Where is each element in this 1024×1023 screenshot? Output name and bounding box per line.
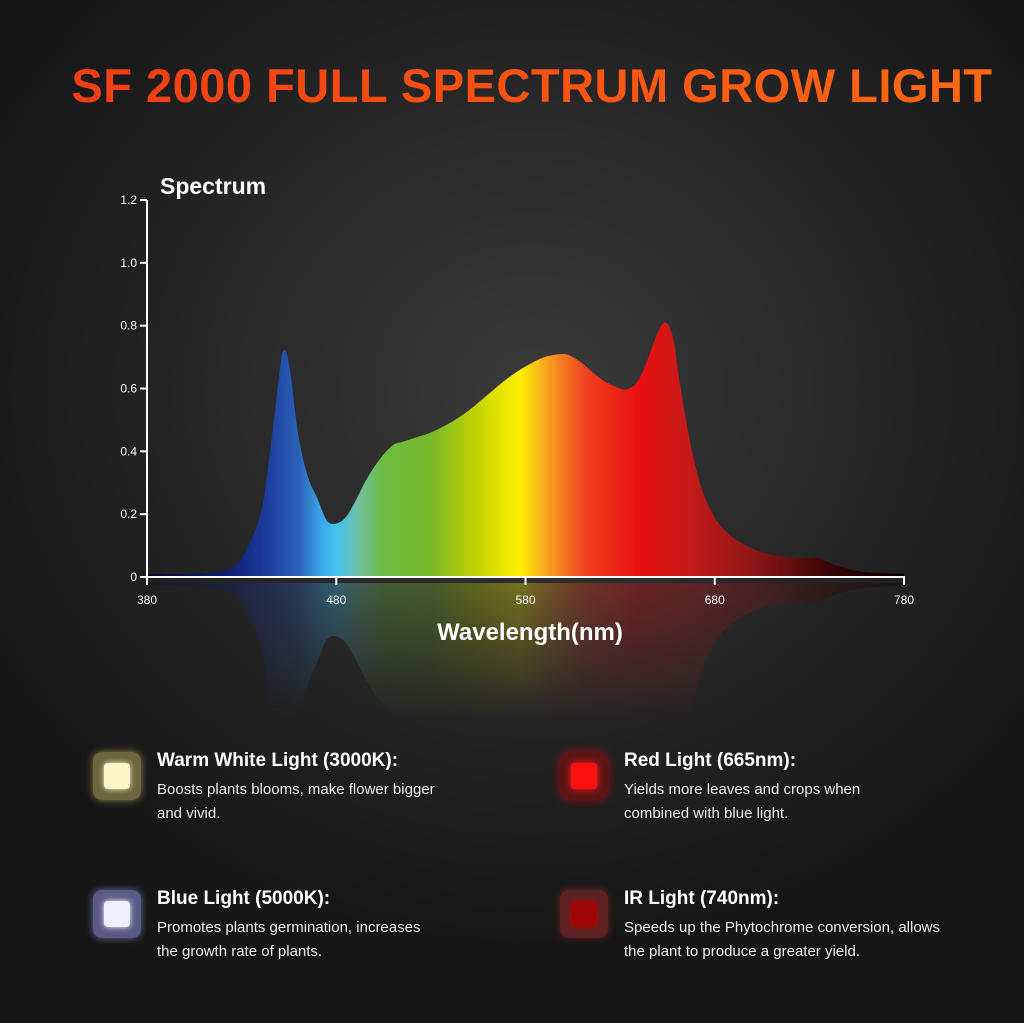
chart-title: Spectrum (160, 173, 266, 199)
y-tick-label: 1.2 (120, 193, 137, 207)
x-axis-label: Wavelength(nm) (437, 619, 623, 646)
red-led-icon (560, 752, 608, 800)
y-tick-label: 0.2 (120, 507, 137, 521)
spectrum-area (147, 322, 904, 577)
blue-led-icon (93, 890, 141, 938)
page-title: SF 2000 FULL SPECTRUM GROW LIGHT (0, 58, 1024, 113)
legend-description: Boosts plants blooms, make flower bigger… (157, 781, 435, 822)
y-tick-label: 0.4 (120, 444, 137, 458)
legend-description: Promotes plants germination, increases t… (157, 919, 421, 960)
ir-led-icon (560, 890, 608, 938)
y-tick-label: 1.0 (120, 256, 137, 270)
warm-white-led-icon (93, 752, 141, 800)
y-tick-label: 0 (130, 570, 137, 584)
legend-title: Red Light (665nm): (624, 750, 797, 771)
reflection-area (147, 583, 904, 838)
x-tick-label: 780 (894, 593, 914, 607)
x-tick-label: 680 (705, 593, 725, 607)
y-tick-label: 0.6 (120, 382, 137, 396)
legend-title: Warm White Light (3000K): (157, 750, 399, 771)
legend-description: Speeds up the Phytochrome conversion, al… (624, 919, 941, 960)
y-tick-label: 0.8 (120, 319, 137, 333)
x-tick-label: 580 (515, 593, 535, 607)
legend-title: Blue Light (5000K): (157, 888, 331, 909)
legend-title: IR Light (740nm): (624, 888, 780, 909)
x-tick-label: 380 (137, 593, 157, 607)
x-tick-label: 480 (326, 593, 346, 607)
legend-description: Yields more leaves and crops when combin… (624, 781, 861, 822)
spectrum-reflection (147, 583, 904, 838)
